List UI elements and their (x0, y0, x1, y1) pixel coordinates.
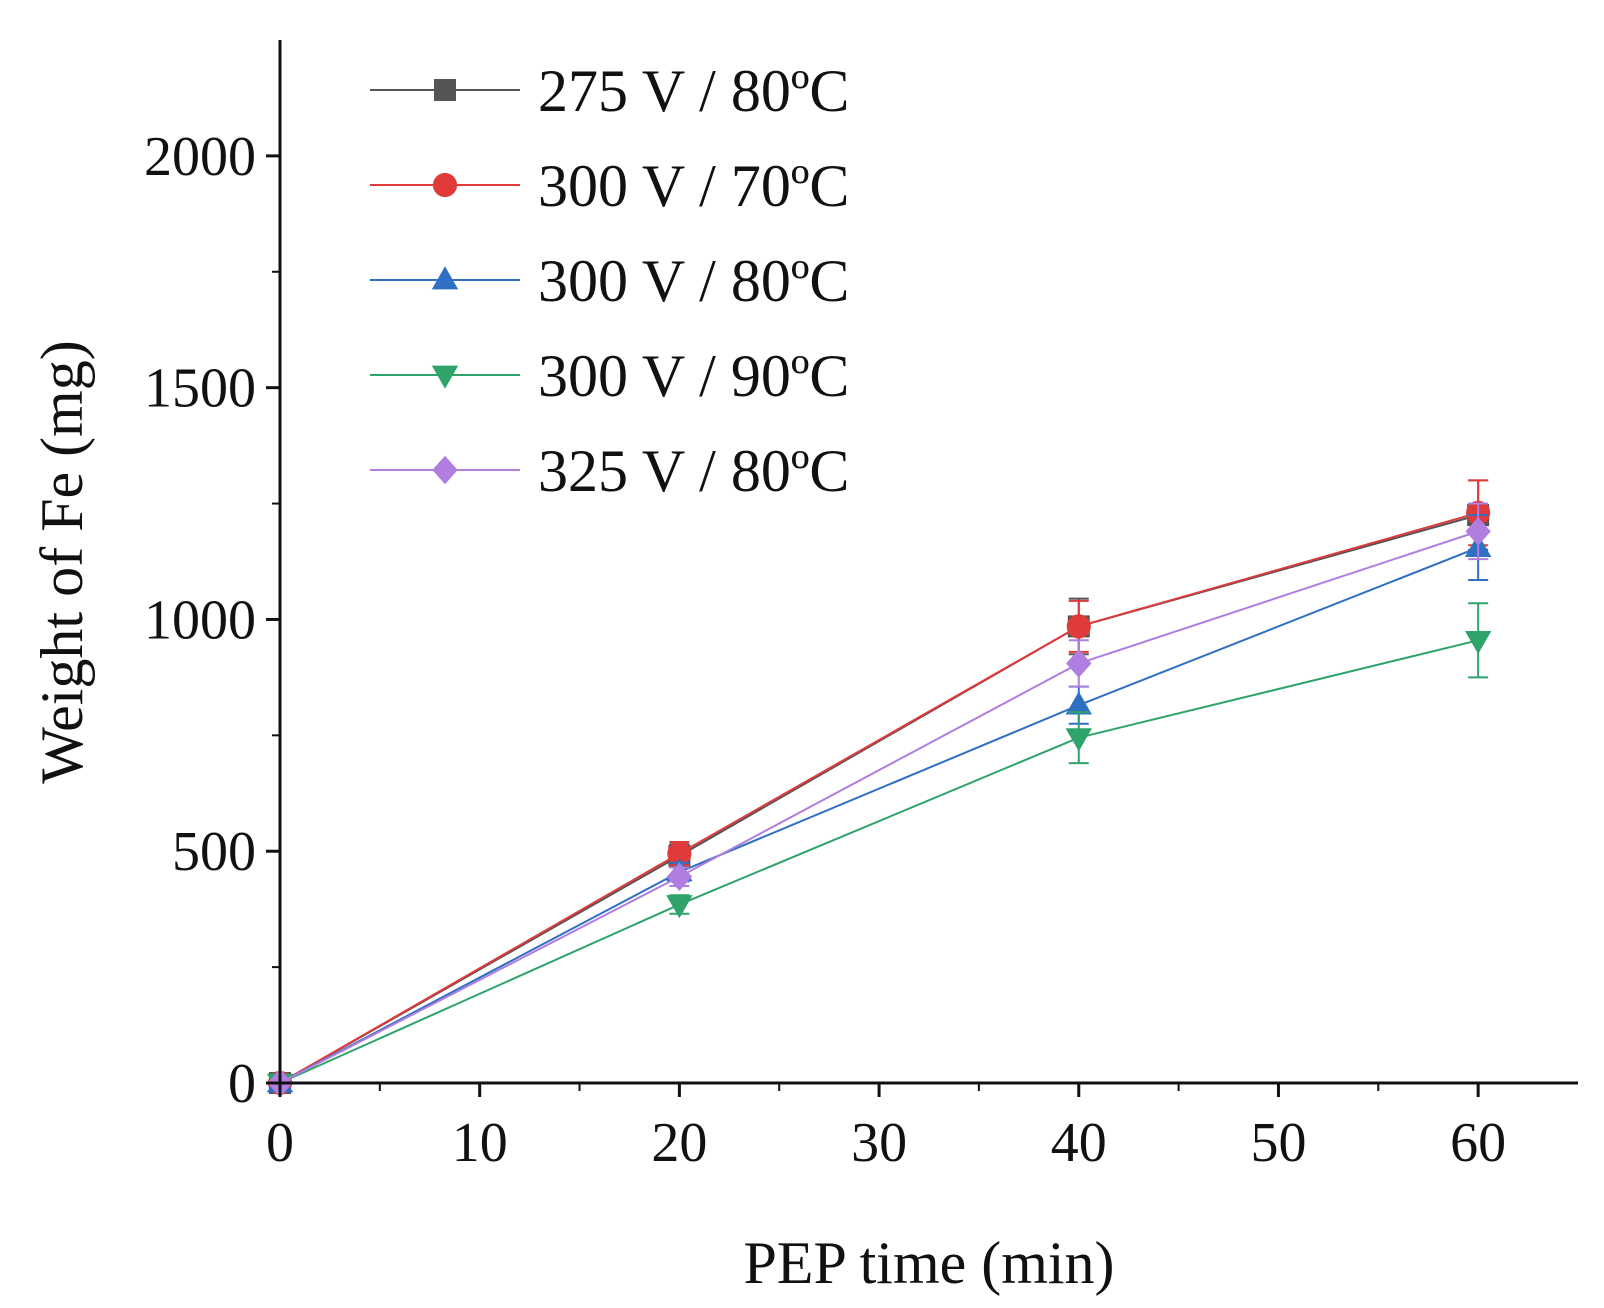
series-3 (266, 602, 1492, 1097)
data-point (1065, 728, 1092, 752)
y-tick-label: 0 (228, 1053, 256, 1115)
data-point (666, 895, 693, 919)
x-ticks: 0 10 20 30 40 50 60 (266, 1083, 1506, 1174)
x-tick-label: 0 (266, 1112, 294, 1174)
y-tick-label: 1500 (144, 358, 256, 420)
x-tick-label: 20 (651, 1112, 707, 1174)
x-tick-label: 10 (452, 1112, 508, 1174)
legend-marker (432, 455, 458, 485)
legend-marker (434, 79, 456, 101)
series-4 (267, 502, 1491, 1098)
series-line (279, 530, 1479, 1084)
legend-marker (431, 365, 459, 389)
legend: 275 V / 80ºC 300 V / 70ºC 300 V / 80ºC 300 … (370, 58, 849, 504)
legend-marker (431, 266, 459, 290)
legend-item-0: 275 V / 80ºC (370, 58, 849, 124)
legend-item-3: 300 V / 90ºC (370, 343, 849, 409)
y-tick-label: 500 (172, 821, 256, 883)
axes (278, 40, 1578, 1085)
data-point (1065, 691, 1092, 715)
x-tick-label: 50 (1250, 1112, 1306, 1174)
series-line (279, 514, 1479, 1084)
series-line (279, 639, 1479, 1084)
legend-item-2: 300 V / 80ºC (370, 248, 849, 314)
legend-label: 300 V / 80ºC (538, 248, 849, 314)
series-0 (269, 479, 1490, 1094)
legend-item-1: 300 V / 70ºC (370, 153, 849, 219)
x-tick-label: 60 (1450, 1112, 1506, 1174)
data-point (1464, 630, 1492, 655)
y-tick-label: 1000 (144, 589, 256, 651)
legend-item-4: 325 V / 80ºC (370, 438, 849, 504)
series-line (279, 511, 1479, 1084)
data-point (667, 841, 692, 866)
series-line (279, 546, 1479, 1084)
legend-label: 325 V / 80ºC (538, 438, 849, 504)
x-tick-label: 40 (1051, 1112, 1107, 1174)
legend-label: 300 V / 90ºC (538, 343, 849, 409)
y-axis-title: Weight of Fe (mg) (29, 340, 95, 783)
data-point (1465, 517, 1491, 546)
data-point (666, 862, 693, 892)
legend-label: 275 V / 80ºC (538, 58, 849, 124)
y-ticks: 0 500 1000 1500 2000 (144, 126, 280, 1115)
y-tick-label: 2000 (144, 126, 256, 188)
data-point (1066, 614, 1091, 639)
legend-marker (432, 172, 458, 198)
x-tick-label: 30 (851, 1112, 907, 1174)
data-point (1066, 649, 1092, 678)
x-axis-title: PEP time (min) (743, 1230, 1114, 1296)
plot-area (266, 479, 1492, 1098)
legend-label: 300 V / 70ºC (538, 153, 849, 219)
